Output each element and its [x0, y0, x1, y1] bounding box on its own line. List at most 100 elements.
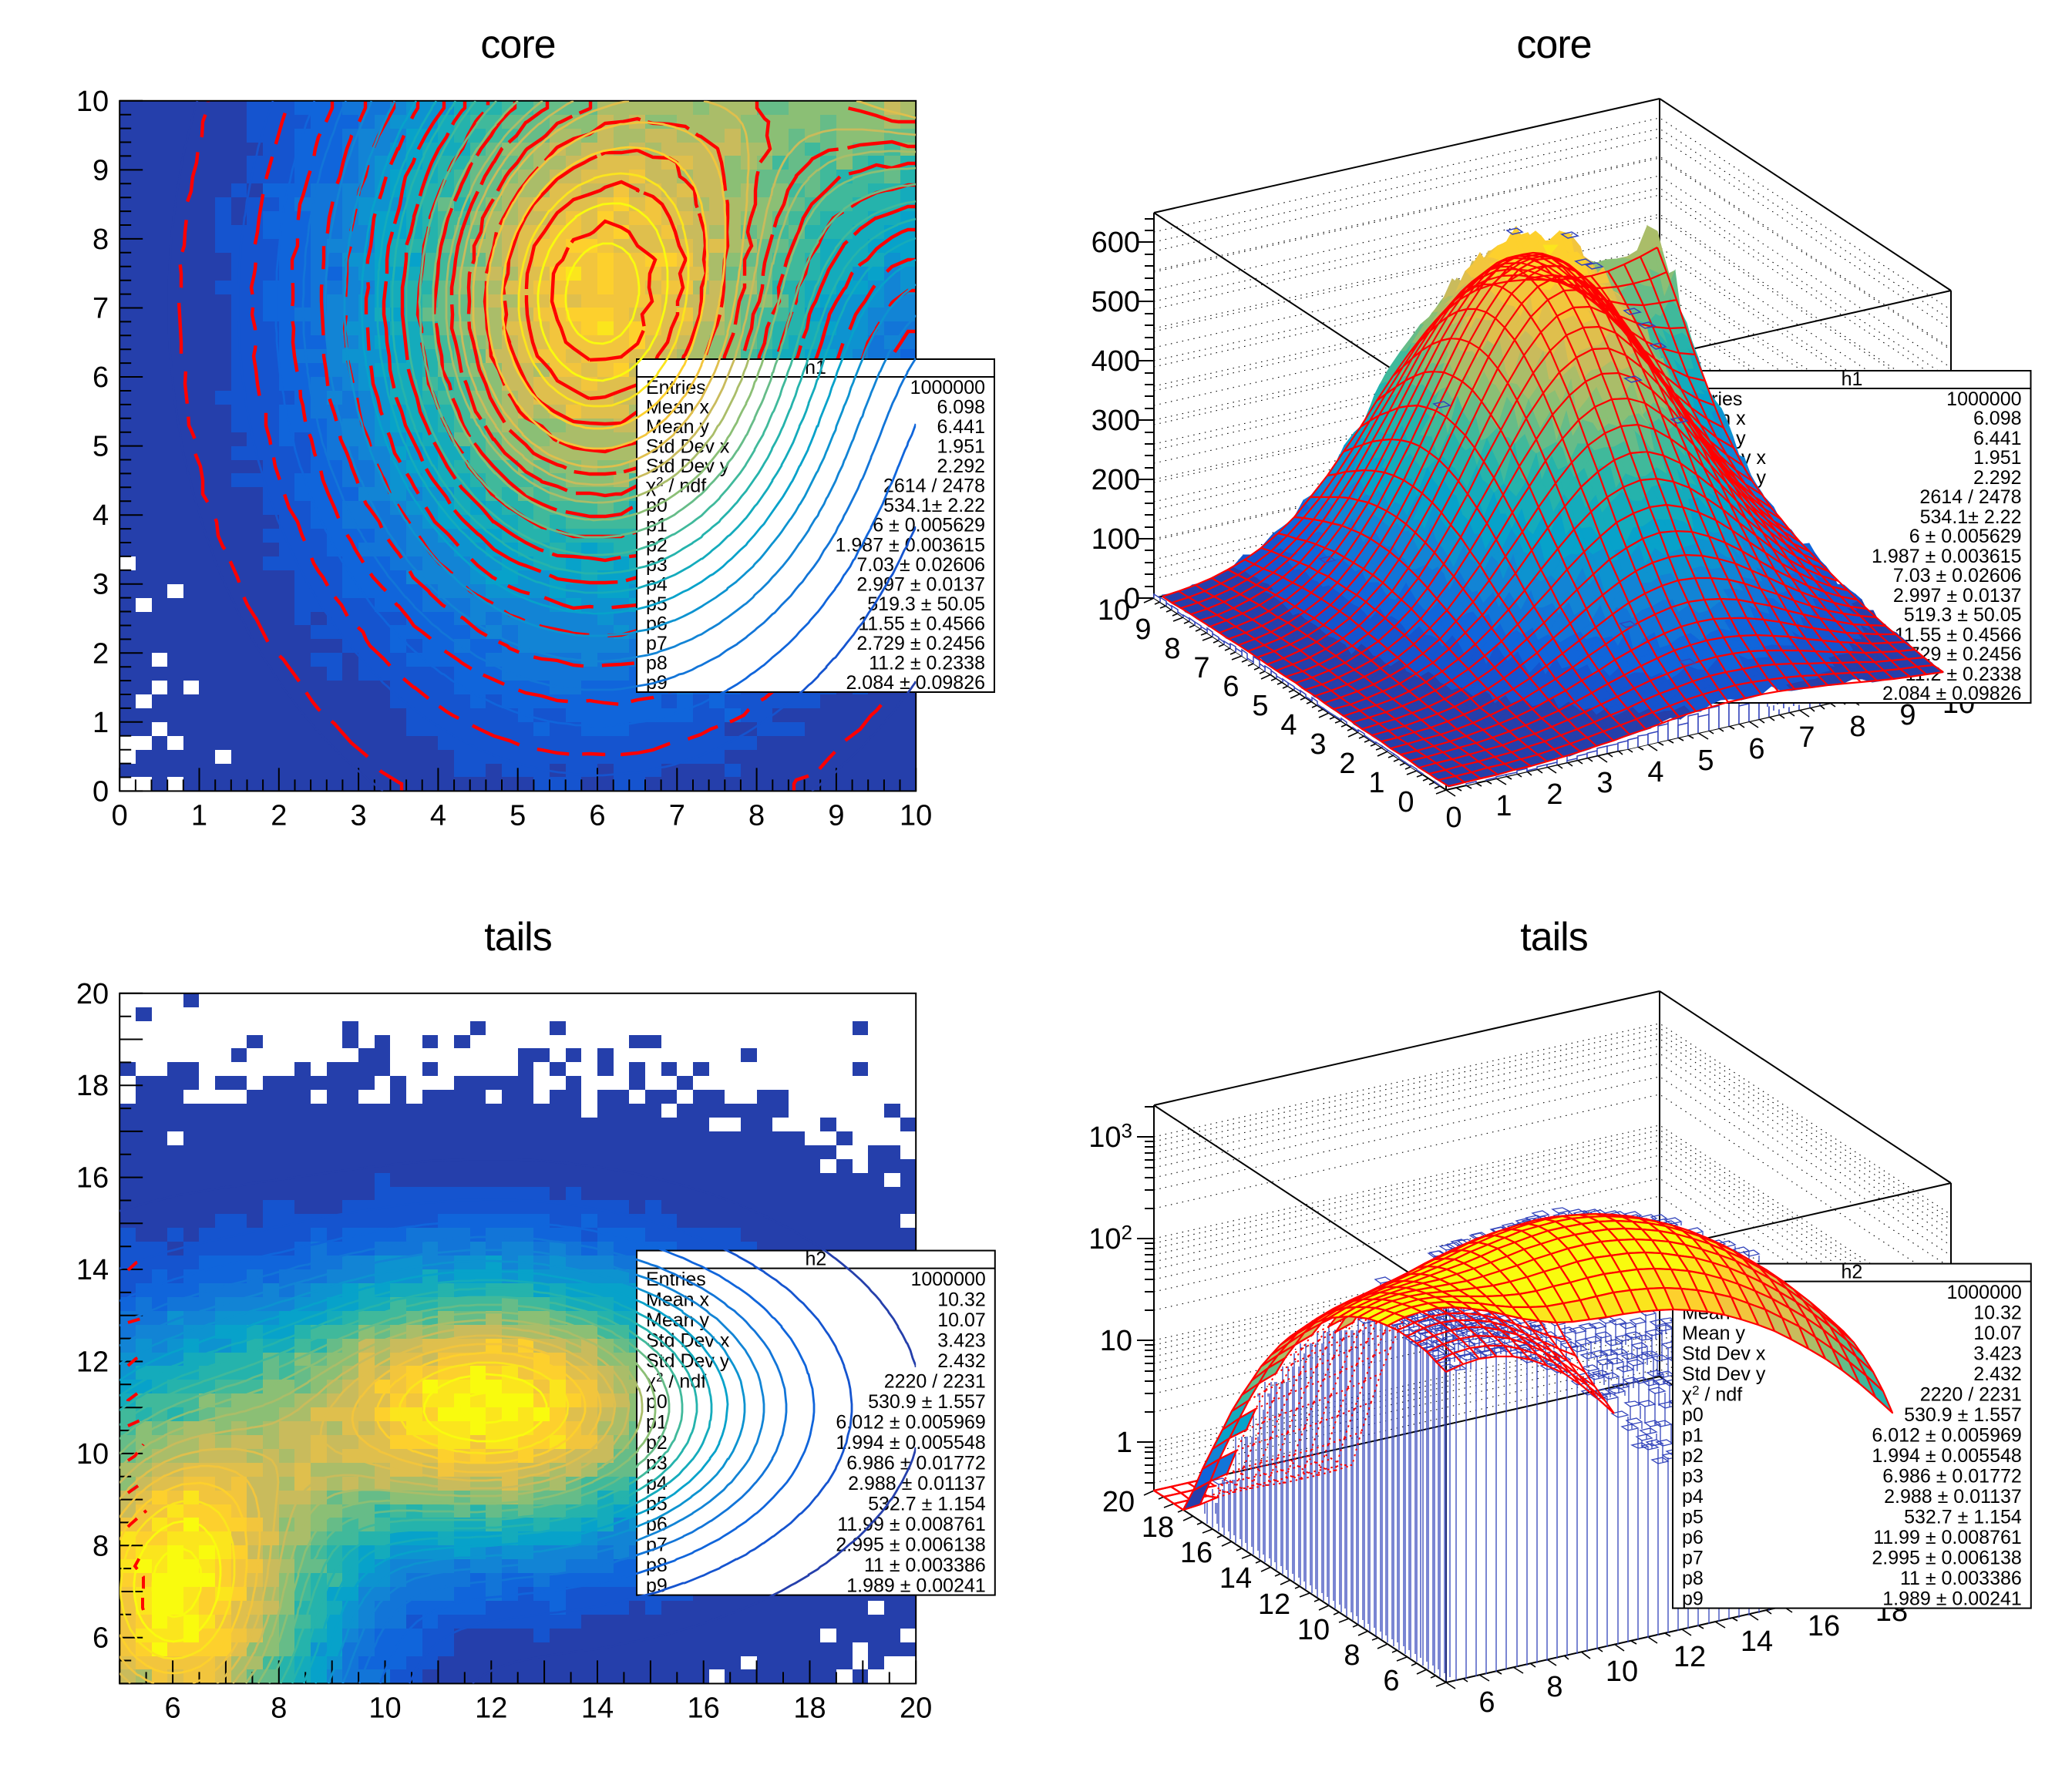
svg-text:20: 20 [1102, 1486, 1135, 1518]
svg-text:Mean y: Mean y [646, 1309, 709, 1331]
svg-text:p0: p0 [1682, 1404, 1704, 1426]
svg-text:Std Dev y: Std Dev y [646, 1350, 730, 1372]
svg-text:500: 500 [1092, 286, 1140, 318]
svg-text:2.432: 2.432 [937, 1350, 986, 1372]
svg-text:7: 7 [92, 293, 109, 325]
svg-text:h2: h2 [805, 1249, 826, 1270]
svg-text:5: 5 [1697, 745, 1714, 777]
svg-text:6 ± 0.005629: 6 ± 0.005629 [873, 515, 985, 536]
svg-text:18: 18 [793, 1692, 826, 1724]
svg-text:6.986 ± 0.01772: 6.986 ± 0.01772 [846, 1452, 986, 1474]
svg-text:p1: p1 [1682, 1424, 1704, 1446]
svg-text:10.07: 10.07 [1973, 1323, 2022, 1344]
svg-text:14: 14 [76, 1254, 109, 1286]
svg-text:10.32: 10.32 [1973, 1302, 2022, 1323]
svg-text:2.988 ± 0.01137: 2.988 ± 0.01137 [1884, 1486, 2022, 1508]
svg-text:6 ± 0.005629: 6 ± 0.005629 [1909, 526, 2022, 547]
svg-text:2.292: 2.292 [937, 455, 985, 477]
svg-text:p8: p8 [646, 653, 668, 674]
svg-text:5: 5 [92, 431, 109, 463]
svg-text:10: 10 [76, 86, 109, 118]
svg-text:20: 20 [900, 1692, 932, 1724]
svg-text:7.03 ± 0.02606: 7.03 ± 0.02606 [1893, 565, 2022, 587]
svg-text:1.951: 1.951 [1973, 447, 2022, 469]
svg-text:p0: p0 [646, 1391, 668, 1413]
svg-text:7: 7 [1193, 652, 1209, 684]
svg-text:1.989 ± 0.00241: 1.989 ± 0.00241 [846, 1575, 986, 1596]
svg-text:11.55 ± 0.4566: 11.55 ± 0.4566 [858, 613, 985, 635]
svg-text:9: 9 [1135, 613, 1151, 646]
svg-text:p7: p7 [1682, 1547, 1704, 1568]
svg-text:2220 / 2231: 2220 / 2231 [1920, 1383, 2022, 1405]
svg-text:2.292: 2.292 [1973, 467, 2022, 489]
svg-text:14: 14 [581, 1692, 614, 1724]
svg-text:9: 9 [92, 154, 109, 187]
svg-text:534.1± 2.22: 534.1± 2.22 [1920, 506, 2022, 528]
svg-text:12: 12 [1673, 1641, 1706, 1673]
svg-text:4: 4 [430, 799, 446, 832]
svg-text:1000000: 1000000 [910, 377, 985, 398]
svg-text:8: 8 [1164, 633, 1180, 665]
svg-text:2.988 ± 0.01137: 2.988 ± 0.01137 [848, 1473, 986, 1494]
svg-text:Std Dev x: Std Dev x [1682, 1343, 1766, 1364]
svg-text:0: 0 [1124, 583, 1140, 615]
svg-text:10: 10 [1606, 1656, 1638, 1688]
svg-text:3: 3 [92, 569, 109, 601]
svg-text:16: 16 [688, 1692, 720, 1724]
svg-text:1: 1 [1495, 790, 1512, 822]
svg-text:3: 3 [351, 799, 367, 832]
svg-text:11.55 ± 0.4566: 11.55 ± 0.4566 [1895, 624, 2022, 646]
svg-text:1000000: 1000000 [910, 1269, 985, 1290]
svg-text:p1: p1 [646, 515, 668, 536]
svg-text:1.994 ± 0.005548: 1.994 ± 0.005548 [1872, 1445, 2021, 1467]
svg-text:5: 5 [510, 799, 526, 832]
svg-text:600: 600 [1092, 227, 1140, 259]
svg-text:χ2 / ndf: χ2 / ndf [1682, 1383, 1742, 1405]
svg-text:530.9 ± 1.557: 530.9 ± 1.557 [868, 1391, 986, 1413]
svg-text:534.1± 2.22: 534.1± 2.22 [883, 495, 985, 516]
svg-text:1000000: 1000000 [1946, 388, 2021, 410]
svg-text:3: 3 [1310, 728, 1326, 761]
svg-text:4: 4 [1647, 756, 1663, 788]
svg-text:400: 400 [1092, 345, 1140, 378]
svg-text:11 ± 0.003386: 11 ± 0.003386 [1900, 1568, 2022, 1589]
svg-text:6: 6 [1478, 1686, 1495, 1719]
svg-text:2614 / 2478: 2614 / 2478 [1919, 486, 2021, 508]
svg-text:6: 6 [165, 1692, 181, 1724]
svg-text:11.99 ± 0.008761: 11.99 ± 0.008761 [837, 1514, 986, 1535]
svg-text:tails: tails [1520, 915, 1587, 960]
svg-text:16: 16 [1180, 1537, 1213, 1569]
svg-text:519.3 ± 50.05: 519.3 ± 50.05 [1904, 604, 2022, 626]
svg-text:8: 8 [1849, 711, 1865, 743]
svg-text:6: 6 [1383, 1665, 1399, 1697]
svg-text:200: 200 [1092, 464, 1140, 496]
svg-text:Mean x: Mean x [646, 396, 709, 418]
svg-text:103: 103 [1088, 1119, 1132, 1154]
svg-text:0: 0 [1445, 802, 1462, 834]
svg-text:12: 12 [76, 1346, 109, 1379]
svg-text:p3: p3 [1682, 1465, 1704, 1487]
svg-text:10: 10 [900, 799, 932, 832]
svg-text:Std Dev y: Std Dev y [1682, 1363, 1766, 1385]
svg-text:18: 18 [1142, 1511, 1174, 1544]
svg-text:6.098: 6.098 [937, 396, 985, 418]
svg-text:2: 2 [92, 637, 109, 670]
svg-text:10: 10 [368, 1692, 401, 1724]
svg-text:11.99 ± 0.008761: 11.99 ± 0.008761 [1873, 1527, 2022, 1548]
svg-text:6: 6 [589, 799, 605, 832]
svg-text:8: 8 [1546, 1671, 1562, 1703]
svg-text:10.07: 10.07 [937, 1309, 986, 1331]
svg-text:2.997 ± 0.0137: 2.997 ± 0.0137 [856, 573, 985, 595]
svg-text:6: 6 [92, 1622, 109, 1655]
svg-text:0: 0 [92, 775, 109, 808]
svg-text:8: 8 [748, 799, 765, 832]
svg-text:7.03 ± 0.02606: 7.03 ± 0.02606 [856, 554, 985, 576]
svg-text:6: 6 [92, 361, 109, 394]
svg-text:9: 9 [828, 799, 844, 832]
svg-text:16: 16 [76, 1162, 109, 1195]
svg-text:10: 10 [1297, 1614, 1330, 1646]
svg-text:1: 1 [1368, 767, 1384, 799]
svg-text:6.012 ± 0.005969: 6.012 ± 0.005969 [1872, 1424, 2021, 1446]
svg-text:1: 1 [92, 707, 109, 739]
svg-text:2: 2 [1339, 748, 1355, 780]
